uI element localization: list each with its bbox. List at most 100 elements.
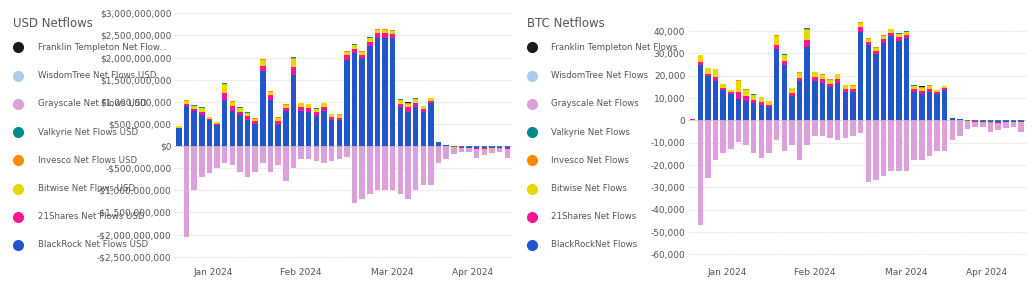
Bar <box>466 146 471 148</box>
Bar <box>459 147 464 148</box>
Bar <box>344 55 349 60</box>
Bar <box>881 35 887 36</box>
Bar <box>253 119 258 121</box>
Bar <box>865 120 871 183</box>
Bar <box>743 90 749 96</box>
Bar <box>237 115 242 146</box>
Bar <box>751 100 756 103</box>
Bar <box>881 43 887 120</box>
Bar <box>720 120 726 153</box>
Bar <box>858 27 863 32</box>
Bar <box>306 104 312 108</box>
Bar <box>291 75 296 146</box>
Bar <box>706 74 711 76</box>
Bar <box>942 120 948 151</box>
Bar <box>260 59 265 60</box>
Bar <box>421 109 426 112</box>
Bar <box>421 106 426 109</box>
Bar <box>706 68 711 74</box>
Bar <box>812 72 817 73</box>
Bar <box>497 148 502 153</box>
Bar <box>260 146 265 163</box>
Bar <box>706 120 711 178</box>
Bar <box>276 121 281 125</box>
Text: 21Shares Net Flows: 21Shares Net Flows <box>551 212 637 221</box>
Bar <box>183 100 190 101</box>
Bar <box>903 35 910 38</box>
Bar <box>865 45 871 120</box>
Bar <box>192 109 197 111</box>
Bar <box>214 125 220 146</box>
Bar <box>222 100 228 146</box>
Bar <box>298 103 304 107</box>
Bar <box>192 111 197 146</box>
Bar <box>957 119 962 120</box>
Bar <box>367 47 373 146</box>
Bar <box>851 85 856 86</box>
Bar <box>736 81 741 92</box>
Bar <box>950 118 955 120</box>
Bar <box>797 78 802 81</box>
Bar <box>214 124 220 125</box>
Bar <box>728 94 733 120</box>
Bar <box>767 107 772 120</box>
Bar <box>206 146 212 173</box>
Bar <box>996 120 1001 122</box>
Bar <box>1011 122 1016 127</box>
Bar <box>337 146 342 159</box>
Bar <box>934 90 940 92</box>
Bar <box>781 61 787 65</box>
Bar <box>291 146 296 168</box>
Bar <box>183 104 190 106</box>
Bar <box>804 30 810 40</box>
Bar <box>751 95 756 100</box>
Bar <box>230 146 235 165</box>
Bar <box>751 103 756 120</box>
Bar <box>183 101 190 104</box>
Bar <box>291 59 296 67</box>
Bar <box>758 97 765 102</box>
Bar <box>828 80 833 84</box>
Bar <box>973 122 978 127</box>
Bar <box>328 114 335 117</box>
Bar <box>873 120 879 180</box>
Text: Valkyrie Net Flows USD: Valkyrie Net Flows USD <box>37 127 138 137</box>
Bar <box>736 99 741 120</box>
Bar <box>390 38 396 146</box>
Bar <box>222 84 228 93</box>
Bar <box>405 103 410 104</box>
Bar <box>842 92 848 120</box>
Bar <box>873 48 879 51</box>
Bar <box>443 145 449 146</box>
Bar <box>306 146 312 159</box>
Bar <box>804 40 810 47</box>
Bar <box>244 117 251 120</box>
Bar <box>375 30 380 33</box>
Bar <box>253 146 258 172</box>
Text: Bitwise Net Flows: Bitwise Net Flows <box>551 184 627 193</box>
Bar <box>713 81 718 120</box>
Bar <box>774 36 779 45</box>
Bar <box>428 103 434 146</box>
Bar <box>1011 120 1016 122</box>
Bar <box>367 146 373 194</box>
Bar <box>851 120 856 136</box>
Bar <box>283 111 289 146</box>
Bar <box>819 79 826 83</box>
Bar <box>314 109 319 112</box>
Bar <box>858 120 863 133</box>
Bar <box>865 38 871 39</box>
Bar <box>482 149 487 155</box>
Bar <box>957 120 962 136</box>
Bar <box>398 100 403 104</box>
Bar <box>267 146 274 172</box>
Text: Invesco Net Flows USD: Invesco Net Flows USD <box>37 156 137 165</box>
Bar <box>881 36 887 39</box>
Bar <box>237 112 242 115</box>
Bar <box>451 146 457 147</box>
Bar <box>359 58 365 146</box>
Bar <box>851 86 856 89</box>
Bar <box>828 79 833 80</box>
Bar <box>743 101 749 120</box>
Bar <box>459 148 464 152</box>
